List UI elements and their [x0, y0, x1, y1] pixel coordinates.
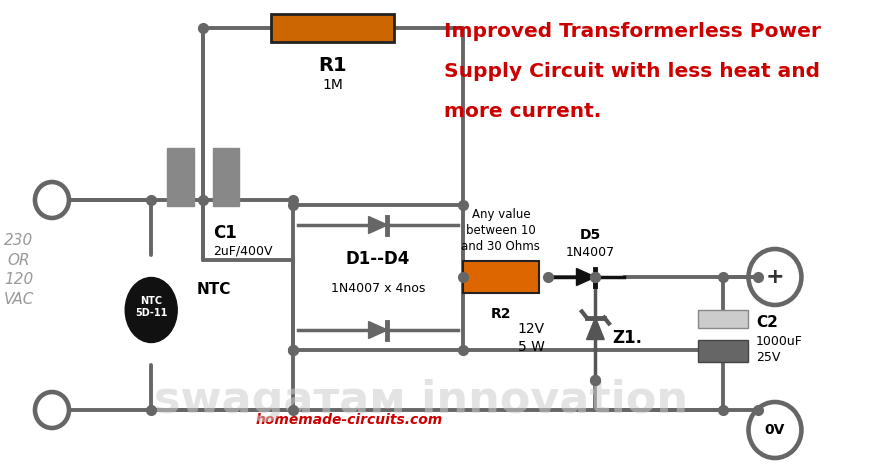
- Bar: [698, 340, 747, 362]
- Bar: [293, 205, 463, 350]
- Text: 2uF/400V: 2uF/400V: [213, 244, 272, 257]
- Bar: [698, 310, 747, 328]
- Text: Supply Circuit with less heat and: Supply Circuit with less heat and: [444, 62, 820, 81]
- Text: C2: C2: [756, 315, 778, 330]
- Text: Z1.: Z1.: [613, 329, 642, 347]
- Polygon shape: [577, 268, 596, 285]
- Text: Any value
between 10
and 30 Ohms: Any value between 10 and 30 Ohms: [462, 208, 540, 253]
- Text: NTC
5D-11: NTC 5D-11: [135, 296, 167, 318]
- Text: 1N4007: 1N4007: [566, 246, 615, 259]
- Text: 230
OR
120
VAC: 230 OR 120 VAC: [4, 233, 34, 307]
- Bar: [167, 148, 194, 206]
- Text: NTC: NTC: [196, 283, 231, 298]
- Text: more current.: more current.: [444, 102, 601, 121]
- Text: D5: D5: [580, 228, 601, 242]
- Text: 1M: 1M: [322, 78, 343, 92]
- Text: C1: C1: [213, 224, 237, 242]
- Text: 1N4007 x 4nos: 1N4007 x 4nos: [330, 283, 425, 295]
- Text: 12V
5 W: 12V 5 W: [518, 322, 545, 354]
- Text: R1: R1: [318, 56, 347, 75]
- Text: homemade-circuits.com: homemade-circuits.com: [256, 413, 443, 427]
- Bar: [463, 261, 538, 293]
- Polygon shape: [369, 322, 388, 339]
- Polygon shape: [587, 317, 605, 340]
- Ellipse shape: [125, 277, 177, 342]
- Text: 1000uF
25V: 1000uF 25V: [756, 335, 803, 364]
- Bar: [271, 14, 394, 42]
- Polygon shape: [369, 217, 388, 234]
- Text: R2: R2: [490, 307, 511, 321]
- Text: +: +: [765, 267, 784, 287]
- Circle shape: [748, 402, 801, 458]
- Text: 0V: 0V: [764, 423, 785, 437]
- Bar: [213, 148, 239, 206]
- Text: Improved Transformerless Power: Improved Transformerless Power: [444, 22, 821, 41]
- Text: swagатам innovation: swagатам innovation: [154, 379, 689, 422]
- Text: D1--D4: D1--D4: [346, 250, 410, 268]
